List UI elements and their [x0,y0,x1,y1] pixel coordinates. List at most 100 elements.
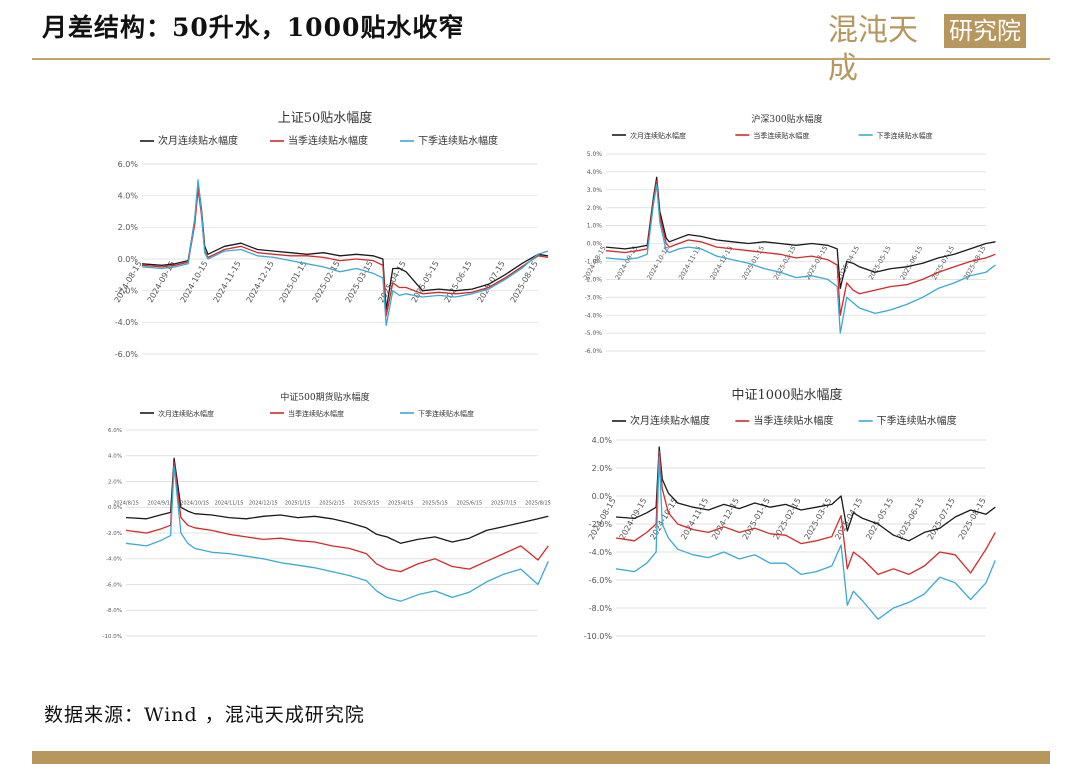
x-tick-label: 2025-04-15 [833,497,864,542]
y-tick-label: 1.0% [587,223,603,230]
legend-label: 次月连续贴水幅度 [630,131,686,140]
x-tick-label: 2024-11-15 [679,497,710,542]
x-tick-label: 2025-03-15 [344,260,375,305]
y-tick-label: 4.0% [118,191,139,200]
y-tick-label: -6.0% [585,348,603,355]
x-tick-label: 2025/3/15 [354,500,380,506]
series-line [125,465,549,602]
x-tick-label: 2024/10/15 [180,500,209,506]
y-tick-label: -6.0% [106,582,122,588]
y-tick-label: 4.0% [592,436,613,445]
x-tick-label: 2025/7/15 [491,500,517,506]
logo-badge: 研究院 [944,14,1026,48]
series-line [615,446,996,542]
legend-label: 下季连续贴水幅度 [418,409,474,418]
y-tick-label: -8.0% [589,604,613,613]
y-tick-label: 2.0% [118,223,139,232]
chart-title: 中证500期货贴水幅度 [280,391,369,403]
legend-label: 当季连续贴水幅度 [753,414,833,427]
y-tick-label: 5.0% [587,151,603,158]
series-line [125,457,549,544]
logo-text: 混沌天成 [828,13,918,86]
y-tick-label: -3.0% [585,294,603,301]
x-tick-label: 2024/8/15 [113,500,139,506]
x-tick-label: 2025-06-15 [899,245,925,282]
legend-label: 当季连续贴水幅度 [288,409,344,418]
y-tick-label: -6.0% [115,350,139,359]
header-divider [32,58,1050,60]
series-line [141,188,549,317]
x-tick-label: 2025-02-15 [311,260,342,305]
x-tick-label: 2024-09-15 [614,245,640,282]
x-tick-label: 2025/1/15 [285,500,311,506]
x-tick-label: 2025-03-15 [803,497,834,542]
series-line [125,461,549,573]
x-tick-label: 2025/6/15 [457,500,483,506]
x-tick-label: 2025/5/15 [422,500,448,506]
x-tick-label: 2025-05-15 [864,497,895,542]
legend-label: 当季连续贴水幅度 [288,134,368,147]
y-tick-label: -4.0% [589,548,613,557]
x-tick-label: 2024-12-15 [709,245,735,282]
company-logo: 混沌天成 研究院 [828,12,1028,86]
series-line [615,450,996,576]
data-source: 数据来源：Wind ，混沌天成研究院 [44,704,365,726]
y-tick-label: 2.0% [587,205,603,212]
x-tick-label: 2024/11/15 [215,500,244,506]
x-tick-label: 2024-10-15 [179,260,210,305]
footer-bar [32,751,1050,764]
chart-title: 中证1000贴水幅度 [731,387,842,403]
legend-label: 次月连续贴水幅度 [158,409,214,418]
x-tick-label: 2025-02-15 [772,245,798,282]
chart-title: 上证50贴水幅度 [278,110,373,126]
y-tick-label: -2.0% [115,286,139,295]
y-tick-label: -5.0% [585,330,603,337]
y-tick-label: -8.0% [106,608,122,614]
y-tick-label: -10.0% [584,632,613,641]
y-tick-label: 4.0% [108,454,122,460]
y-tick-label: -2.0% [589,520,613,529]
y-tick-label: -2.0% [106,531,122,537]
y-tick-label: 4.0% [587,169,603,176]
x-tick-label: 2024/12/15 [249,500,278,506]
y-tick-label: 2.0% [108,479,122,485]
y-tick-label: 0.0% [587,241,603,248]
series-line [615,456,996,620]
y-tick-label: -4.0% [115,318,139,327]
y-tick-label: -6.0% [589,576,613,585]
y-tick-label: 3.0% [587,187,603,194]
legend-label: 次月连续贴水幅度 [158,134,238,147]
y-tick-label: 0.0% [118,255,139,264]
legend-label: 下季连续贴水幅度 [877,414,957,427]
legend-label: 下季连续贴水幅度 [877,131,933,140]
legend-label: 下季连续贴水幅度 [418,134,498,147]
y-tick-label: -1.0% [585,259,603,266]
series-line [605,183,996,334]
x-tick-label: 2025-01-15 [278,260,309,305]
x-tick-label: 2024-11-15 [677,245,703,282]
y-tick-label: 6.0% [118,160,139,169]
chart-title: 沪深300贴水幅度 [751,113,822,125]
x-tick-label: 2024/9/15 [148,500,174,506]
y-tick-label: -2.0% [585,276,603,283]
x-tick-label: 2024-11-15 [212,260,243,305]
x-tick-label: 2024-12-15 [710,497,741,542]
x-tick-label: 2024-12-15 [245,260,276,305]
x-tick-label: 2025-07-15 [930,245,956,282]
x-tick-label: 2025/4/15 [388,500,414,506]
y-tick-label: 0.0% [592,492,613,501]
x-tick-label: 2025/2/15 [319,500,345,506]
y-tick-label: 0.0% [108,505,122,511]
y-tick-label: 2.0% [592,464,613,473]
x-tick-label: 2025/8/15 [525,500,551,506]
x-tick-label: 2025-08-15 [957,497,988,542]
legend-label: 次月连续贴水幅度 [630,414,710,427]
y-tick-label: -4.0% [106,557,122,563]
y-tick-label: 6.0% [108,428,122,434]
x-tick-label: 2025-05-15 [867,245,893,282]
x-tick-label: 2024-10-15 [648,497,679,542]
